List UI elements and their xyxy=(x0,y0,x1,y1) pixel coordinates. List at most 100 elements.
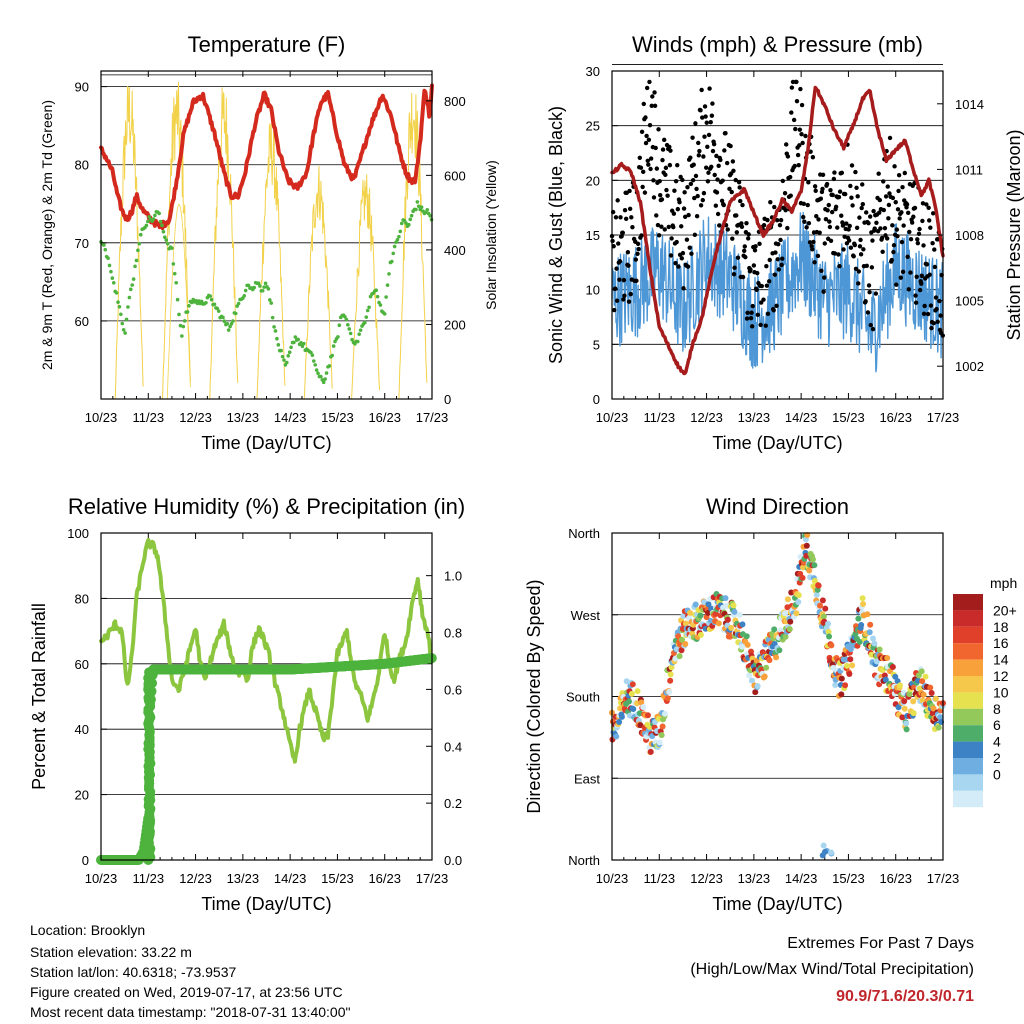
gust-point xyxy=(897,216,902,221)
direction-point xyxy=(630,706,637,713)
direction-point xyxy=(746,672,753,679)
gust-point xyxy=(739,221,744,226)
gust-point xyxy=(729,189,734,195)
gust-point xyxy=(613,286,618,291)
direction-point xyxy=(920,691,927,698)
dewpoint-point xyxy=(269,301,274,305)
dewpoint-point xyxy=(189,300,194,305)
direction-point xyxy=(820,613,827,620)
gust-point xyxy=(895,233,900,239)
gust-point xyxy=(648,166,653,172)
dewpoint-point xyxy=(229,321,234,326)
gust-point xyxy=(885,236,890,241)
direction-point xyxy=(786,626,793,633)
dewpoint-point xyxy=(131,277,136,281)
dewpoint-point xyxy=(270,315,275,320)
dewpoint-point xyxy=(275,336,279,341)
gust-point xyxy=(832,251,838,256)
direction-point xyxy=(803,542,810,549)
gust-point xyxy=(789,85,795,90)
gust-point xyxy=(890,195,896,201)
gust-point xyxy=(789,110,794,115)
gust-point xyxy=(764,263,769,269)
gust-point xyxy=(646,162,651,167)
gust-point xyxy=(814,213,819,219)
dewpoint-point xyxy=(321,380,326,385)
gust-point xyxy=(924,202,929,207)
chart-panel-1: Temperature (F) 10/23 11/23 12/23 13/23 14/23… xyxy=(39,32,499,453)
dewpoint-point xyxy=(367,305,371,310)
direction-point xyxy=(752,689,759,696)
gust-point xyxy=(792,163,797,169)
sonic-wind-series xyxy=(611,211,944,373)
gust-point xyxy=(896,188,901,194)
gust-point xyxy=(853,266,859,272)
gust-point xyxy=(641,101,646,107)
direction-point xyxy=(731,608,738,615)
direction-point xyxy=(676,653,683,660)
gust-point xyxy=(851,254,856,259)
gust-point xyxy=(906,287,911,292)
gust-point xyxy=(921,311,927,317)
gust-point xyxy=(626,263,631,268)
x-tick-label: 17/23 xyxy=(416,410,449,425)
gust-point xyxy=(697,148,702,154)
gust-point xyxy=(755,270,760,276)
gust-point xyxy=(855,194,860,199)
x-tick-label: 13/23 xyxy=(738,410,771,425)
gust-point xyxy=(803,133,808,139)
gust-point xyxy=(802,219,807,224)
gust-point xyxy=(887,135,893,141)
dewpoint-point xyxy=(260,288,265,293)
gust-point xyxy=(771,308,776,313)
direction-point xyxy=(896,682,903,689)
gust-point xyxy=(752,248,758,253)
gust-point xyxy=(774,303,779,308)
direction-point xyxy=(901,705,908,712)
gust-point xyxy=(915,240,921,246)
direction-point xyxy=(849,662,856,669)
gust-point xyxy=(681,286,686,291)
dewpoint-point xyxy=(285,360,289,365)
gust-point xyxy=(920,218,925,224)
gust-point xyxy=(836,252,841,257)
gust-point xyxy=(797,127,803,132)
colorbar-swatch xyxy=(953,741,983,758)
gust-point xyxy=(810,155,816,160)
gust-point xyxy=(766,279,772,284)
gust-point xyxy=(883,194,889,199)
gust-point xyxy=(817,230,822,235)
gust-point xyxy=(656,233,662,238)
direction-point xyxy=(697,631,704,638)
gust-point xyxy=(639,233,644,238)
dewpoint-point xyxy=(375,294,380,299)
dewpoint-point xyxy=(296,337,300,342)
gust-point xyxy=(850,203,855,208)
gust-point xyxy=(881,179,886,184)
colorbar-swatch xyxy=(953,594,983,611)
direction-point xyxy=(910,710,917,717)
gust-point xyxy=(899,239,905,245)
gust-series xyxy=(609,79,946,338)
gust-point xyxy=(807,240,813,245)
dewpoint-point xyxy=(416,204,421,209)
gust-point xyxy=(811,239,816,245)
gust-point xyxy=(630,224,635,230)
gust-point xyxy=(806,220,812,226)
direction-point xyxy=(782,610,789,617)
gust-point xyxy=(836,194,842,200)
x-tick-label: 15/23 xyxy=(321,871,354,886)
dewpoint-point xyxy=(316,371,320,376)
dewpoint-point xyxy=(276,343,281,347)
gust-point xyxy=(780,256,785,261)
gust-point xyxy=(719,198,725,203)
direction-point xyxy=(932,695,939,702)
gust-point xyxy=(931,320,936,326)
gust-point xyxy=(864,210,869,215)
y-tick-label: 20 xyxy=(75,788,89,803)
gust-point xyxy=(839,213,844,218)
gust-point xyxy=(704,120,709,125)
direction-point xyxy=(680,613,687,620)
direction-point xyxy=(782,633,789,640)
